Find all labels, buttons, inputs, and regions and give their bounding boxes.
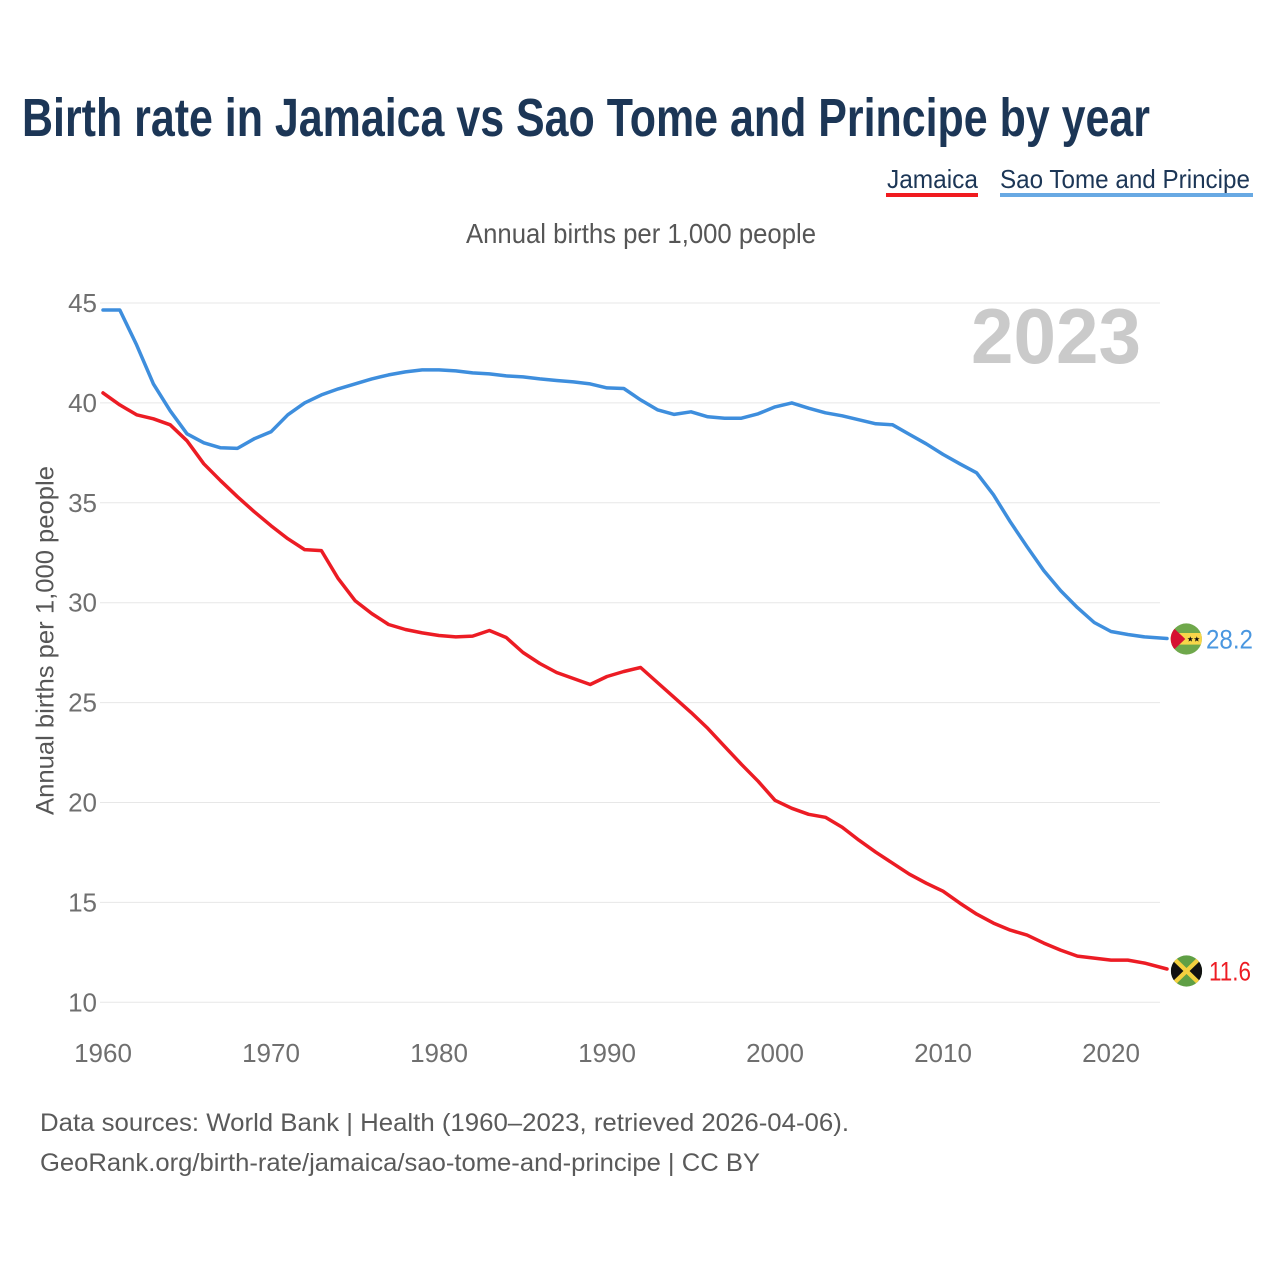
svg-text:2000: 2000 [746, 1038, 804, 1068]
svg-text:11.6: 11.6 [1209, 957, 1251, 987]
svg-text:15: 15 [68, 887, 97, 917]
svg-text:Jamaica: Jamaica [887, 164, 978, 194]
svg-text:Sao Tome and Principe: Sao Tome and Principe [1000, 164, 1250, 194]
svg-text:10: 10 [68, 987, 97, 1017]
svg-text:30: 30 [68, 588, 97, 618]
svg-text:40: 40 [68, 388, 97, 418]
svg-text:1960: 1960 [74, 1038, 132, 1068]
svg-text:35: 35 [68, 488, 97, 518]
svg-text:1970: 1970 [242, 1038, 300, 1068]
svg-text:25: 25 [68, 688, 97, 718]
svg-text:28.2: 28.2 [1206, 625, 1253, 655]
svg-text:2010: 2010 [914, 1038, 972, 1068]
svg-text:Annual births per 1,000 people: Annual births per 1,000 people [32, 466, 60, 815]
svg-text:20: 20 [68, 788, 97, 818]
svg-text:GeoRank.org/birth-rate/jamaica: GeoRank.org/birth-rate/jamaica/sao-tome-… [40, 1149, 760, 1177]
svg-text:45: 45 [68, 288, 97, 318]
svg-text:2020: 2020 [1082, 1038, 1140, 1068]
svg-text:1980: 1980 [410, 1038, 468, 1068]
svg-text:2023: 2023 [971, 292, 1141, 380]
svg-text:1990: 1990 [578, 1038, 636, 1068]
svg-text:Birth rate in Jamaica vs Sao T: Birth rate in Jamaica vs Sao Tome and Pr… [22, 88, 1150, 148]
svg-text:Annual births per 1,000 people: Annual births per 1,000 people [466, 218, 816, 249]
svg-text:Data sources: World Bank | Hea: Data sources: World Bank | Health (1960–… [40, 1109, 849, 1137]
